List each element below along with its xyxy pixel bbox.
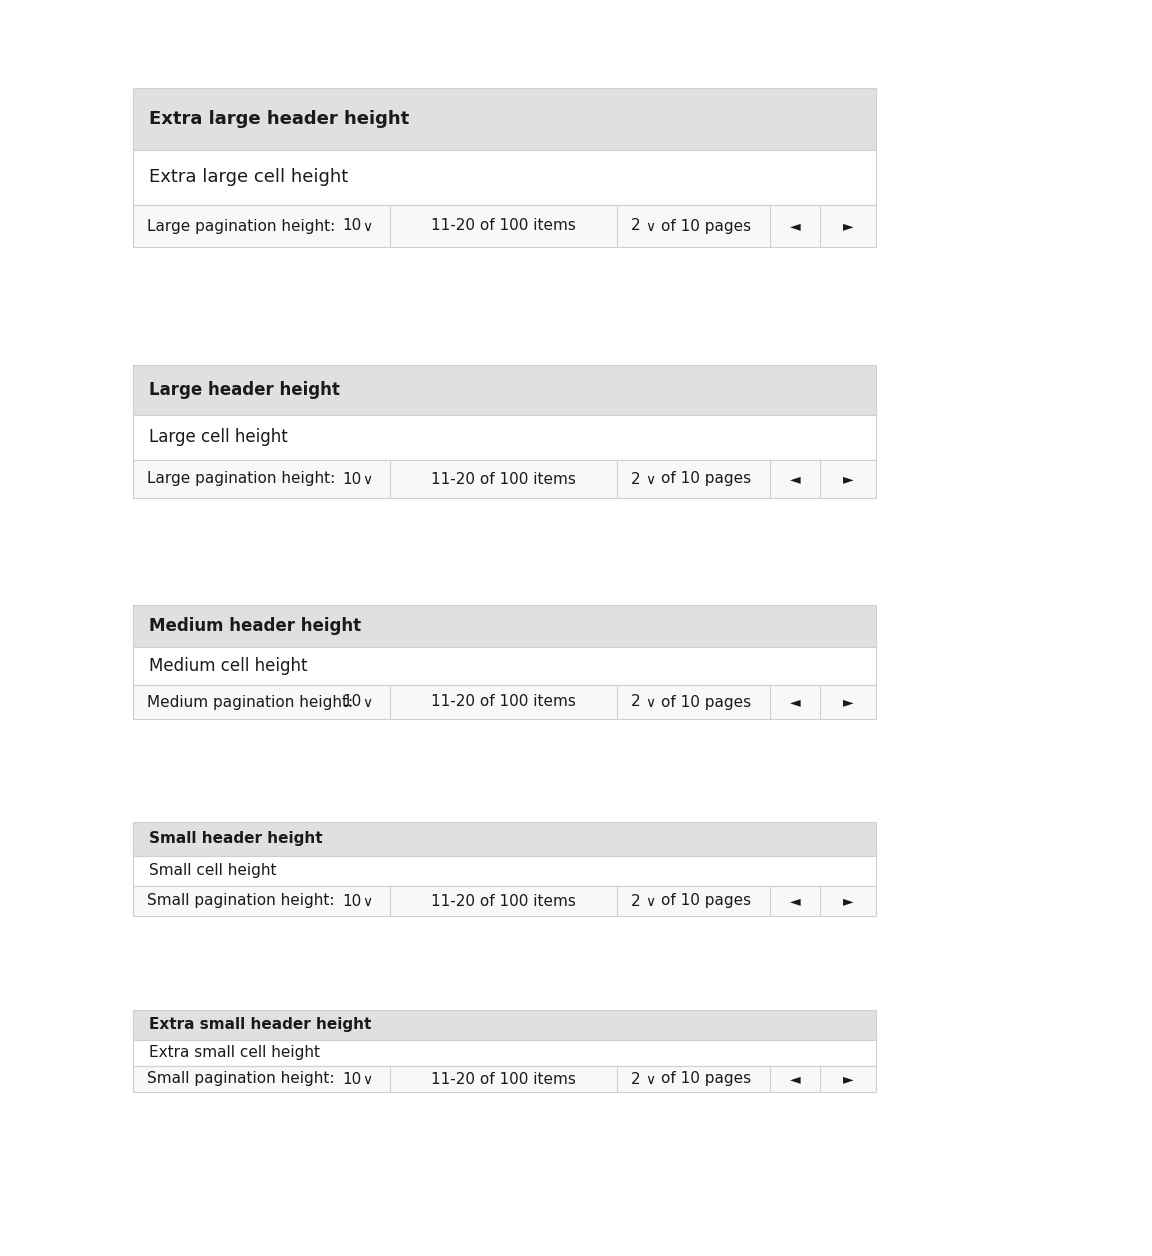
Text: Large pagination height:: Large pagination height:	[147, 219, 335, 234]
Text: Small pagination height:: Small pagination height:	[147, 893, 334, 908]
Text: 11-20 of 100 items: 11-20 of 100 items	[431, 219, 576, 234]
Text: 2: 2	[631, 471, 641, 486]
Bar	[132, 414, 876, 460]
Bar	[132, 885, 876, 916]
Text: ◄: ◄	[789, 472, 801, 486]
Text: Large cell height: Large cell height	[149, 428, 288, 446]
Text: ∨: ∨	[362, 474, 372, 487]
Text: Extra small header height: Extra small header height	[149, 1017, 371, 1032]
Bar	[132, 88, 876, 149]
Text: ►: ►	[842, 472, 854, 486]
Text: ◄: ◄	[789, 894, 801, 908]
Bar	[132, 460, 876, 497]
Bar	[132, 605, 876, 647]
Text: 11-20 of 100 items: 11-20 of 100 items	[431, 695, 576, 710]
Text: of 10 pages: of 10 pages	[661, 1071, 751, 1086]
Text: ►: ►	[842, 894, 854, 908]
Bar	[132, 685, 876, 718]
Text: ◄: ◄	[789, 1073, 801, 1086]
Text: 11-20 of 100 items: 11-20 of 100 items	[431, 471, 576, 486]
Text: Medium header height: Medium header height	[149, 617, 361, 636]
Text: 10: 10	[342, 695, 362, 710]
Text: ►: ►	[842, 1073, 854, 1086]
Text: 10: 10	[342, 893, 362, 908]
Text: ∨: ∨	[645, 474, 655, 487]
Text: Small pagination height:: Small pagination height:	[147, 1071, 334, 1086]
Bar	[132, 205, 876, 247]
Text: Small cell height: Small cell height	[149, 864, 276, 878]
Text: ∨: ∨	[362, 896, 372, 909]
Text: ◄: ◄	[789, 219, 801, 234]
Text: Medium pagination height:: Medium pagination height:	[147, 695, 354, 710]
Text: 2: 2	[631, 893, 641, 908]
Text: ◄: ◄	[789, 695, 801, 708]
Text: Large header height: Large header height	[149, 381, 340, 399]
Text: ►: ►	[842, 219, 854, 234]
Text: 2: 2	[631, 1071, 641, 1086]
Text: of 10 pages: of 10 pages	[661, 219, 751, 234]
Bar	[132, 149, 876, 205]
Bar	[132, 647, 876, 685]
Text: 10: 10	[342, 219, 362, 234]
Bar	[132, 1040, 876, 1066]
Text: 2: 2	[631, 695, 641, 710]
Text: ∨: ∨	[645, 896, 655, 909]
Text: 11-20 of 100 items: 11-20 of 100 items	[431, 1071, 576, 1086]
Text: 2: 2	[631, 219, 641, 234]
Bar	[132, 821, 876, 857]
Text: ∨: ∨	[362, 696, 372, 710]
Text: ∨: ∨	[362, 1073, 372, 1086]
Text: ∨: ∨	[645, 1073, 655, 1086]
Text: Extra large header height: Extra large header height	[149, 111, 409, 128]
Bar	[132, 1010, 876, 1040]
Bar	[132, 857, 876, 885]
Text: Medium cell height: Medium cell height	[149, 657, 308, 674]
Text: Small header height: Small header height	[149, 831, 323, 847]
Text: Large pagination height:: Large pagination height:	[147, 471, 335, 486]
Text: ∨: ∨	[645, 220, 655, 234]
Text: of 10 pages: of 10 pages	[661, 471, 751, 486]
Bar	[132, 1066, 876, 1091]
Text: 10: 10	[342, 1071, 362, 1086]
Text: 10: 10	[342, 471, 362, 486]
Text: ►: ►	[842, 695, 854, 708]
Text: of 10 pages: of 10 pages	[661, 893, 751, 908]
Text: ∨: ∨	[362, 220, 372, 234]
Text: 11-20 of 100 items: 11-20 of 100 items	[431, 893, 576, 908]
Text: of 10 pages: of 10 pages	[661, 695, 751, 710]
Text: ∨: ∨	[645, 696, 655, 710]
Text: Extra small cell height: Extra small cell height	[149, 1045, 320, 1060]
Text: Extra large cell height: Extra large cell height	[149, 168, 348, 186]
Bar	[132, 365, 876, 414]
